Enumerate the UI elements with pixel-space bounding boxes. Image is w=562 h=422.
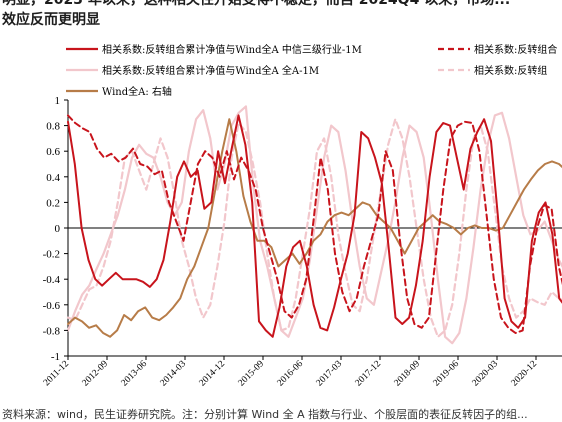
- x-tick-label: 2013-06: [120, 359, 150, 389]
- chart-series-group: [66, 105, 562, 345]
- series-line-1: [67, 114, 562, 338]
- legend-label-1: 相关系数:反转组合累计净值与Wind全A 中信三级行业-1M: [102, 43, 362, 56]
- y-tick-label: -1: [51, 351, 60, 363]
- x-tick-label: 2020-12: [510, 359, 540, 389]
- legend-label-3: 相关系数:反转组合累计净值与Wind全A 全A-1M: [102, 64, 319, 77]
- x-tick-label: 2016-06: [276, 359, 306, 389]
- header-line-1: 明显，2023 年以来，这种相关性开始变得不稳定，而自 2024Q4 以来，市场…: [2, 0, 511, 8]
- x-tick-label: 2018-09: [393, 359, 423, 389]
- legend-label-5: Wind全A: 右轴: [102, 85, 172, 98]
- x-tick-label: 2014-03: [159, 359, 189, 389]
- series-line-5: [67, 118, 562, 338]
- x-tick-label: 2015-09: [237, 359, 267, 389]
- series-line-2: [67, 114, 562, 334]
- header-line-2: 效应反而更明显: [2, 12, 100, 28]
- y-tick-label: 0: [55, 223, 61, 235]
- x-tick-label: 2019-06: [432, 359, 462, 389]
- y-tick-label: -0.2: [43, 249, 60, 261]
- series-line-4: [66, 118, 562, 338]
- y-tick-label: -0.6: [43, 300, 61, 312]
- x-tick-label: 2014-12: [198, 359, 228, 389]
- x-tick-label: 2012-09: [81, 359, 111, 389]
- y-tick-label: 0.8: [46, 121, 60, 133]
- legend-label-2: 相关系数:反转组合: [474, 43, 557, 56]
- line-chart: 相关系数:反转组合累计净值与Wind全A 中信三级行业-1M 相关系数:反转组合相…: [42, 43, 562, 389]
- x-tick-label: 2020-03: [471, 359, 501, 389]
- y-tick-label: 0.2: [46, 197, 60, 209]
- chart-legend: 相关系数:反转组合累计净值与Wind全A 中信三级行业-1M 相关系数:反转组合相…: [66, 43, 557, 98]
- y-tick-label: -0.4: [43, 274, 61, 286]
- x-tick-label: 2017-12: [354, 359, 384, 389]
- y-tick-label: -0.8: [43, 325, 61, 337]
- y-tick-label: 1: [55, 95, 61, 107]
- header-text: 明显，2023 年以来，这种相关性开始变得不稳定，而自 2024Q4 以来，市场…: [0, 0, 562, 34]
- x-tick-label: 2017-03: [315, 359, 345, 389]
- legend-label-4: 相关系数:反转组: [474, 64, 547, 77]
- source-note: 资料来源：wind，民生证券研究院。注：分别计算 Wind 全 A 指数与行业、…: [2, 408, 528, 421]
- x-tick-label: 2011-12: [42, 359, 71, 388]
- y-tick-label: 0.4: [46, 172, 60, 184]
- y-tick-label: 0.6: [46, 146, 60, 158]
